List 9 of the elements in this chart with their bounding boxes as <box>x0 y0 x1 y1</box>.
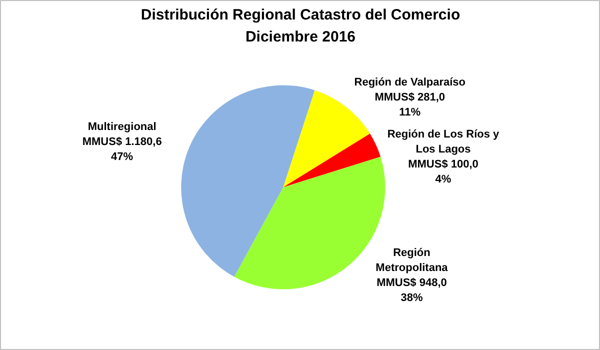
data-label: MMUS$ 948,0 38% <box>376 277 447 304</box>
slice-label: Región Metropolitana <box>376 247 449 274</box>
slice-label: Multiregional <box>88 120 156 133</box>
chart-title: Distribución Regional Catastro del Comercio Diciembre 2016 <box>140 6 460 46</box>
data-label: MMUS$ 1.180,6 47% <box>82 136 162 163</box>
slice-label: Región de Los Ríos y Los Lagos <box>387 128 500 156</box>
data-label: MMUS$ 281,0 11% <box>374 91 446 118</box>
data-label: MMUS$ 100,0 4% <box>408 158 478 186</box>
slice-label: Región de Valparaíso <box>354 76 466 88</box>
